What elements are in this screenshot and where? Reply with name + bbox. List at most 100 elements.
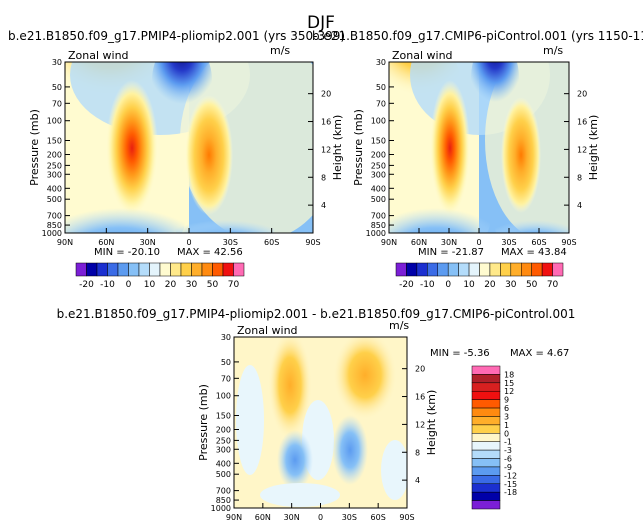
x-tick-label: 0	[318, 513, 323, 522]
y-tick-label: 250	[47, 161, 62, 170]
height-tick-label: 16	[321, 118, 331, 127]
colorbar-label: 10	[463, 280, 475, 290]
colorbar-swatch	[471, 433, 501, 442]
x-tick-label: 0	[476, 238, 481, 247]
colorbar-swatch	[471, 458, 501, 468]
colorbar-label: 50	[207, 280, 219, 290]
y-tick-label: 1000	[211, 504, 231, 513]
y-tick-label: 70	[221, 374, 231, 383]
variable-label: Zonal wind	[237, 324, 298, 337]
max-label: MAX = 42.56	[177, 247, 243, 258]
colorbar-swatch	[471, 483, 501, 493]
min-label: MIN = -21.87	[418, 247, 484, 258]
panel-difference: b.e21.B1850.f09_g17.PMIP4-pliomip2.001 -…	[57, 307, 576, 508]
units-label: m/s	[270, 44, 290, 57]
colorbar-swatch	[471, 475, 501, 485]
y-tick-label: 70	[52, 99, 62, 108]
units-label: m/s	[543, 44, 563, 57]
colorbar-swatch	[406, 262, 418, 277]
y-tick-label: 150	[216, 411, 231, 420]
colorbar-swatch	[222, 262, 234, 277]
colorbar-label: -20	[399, 280, 414, 290]
panel-3-title: b.e21.B1850.f09_g17.PMIP4-pliomip2.001 -…	[57, 307, 576, 321]
colorbar-swatch	[149, 262, 161, 277]
colorbar-swatch	[437, 262, 449, 277]
colorbar-label: 9	[504, 396, 509, 405]
colorbar-swatch	[471, 399, 501, 409]
colorbar-swatch	[541, 262, 553, 277]
height-tick-label: 4	[577, 201, 582, 210]
colorbar-swatch	[138, 262, 150, 277]
colorbar-label: 12	[504, 387, 514, 396]
units-label: m/s	[389, 319, 409, 332]
y-tick-label: 100	[371, 117, 386, 126]
colorbar-label: -12	[504, 471, 517, 480]
colorbar-label: 18	[504, 370, 514, 379]
colorbar-swatch	[471, 500, 501, 510]
colorbar-label: -10	[420, 280, 435, 290]
y-tick-label: 250	[216, 436, 231, 445]
y-tick-label: 50	[221, 358, 231, 367]
x-tick-label: 0	[186, 238, 191, 247]
y-tick-label: 50	[376, 83, 386, 92]
colorbar-label: 30	[505, 280, 517, 290]
y-axis-title: Pressure (mb)	[28, 109, 41, 186]
colorbar-label: -3	[504, 446, 512, 455]
y-tick-label: 1000	[42, 229, 62, 238]
y-tick-label: 70	[376, 99, 386, 108]
x-tick-label: 60N	[98, 238, 114, 247]
colorbar-label: 0	[126, 280, 132, 290]
colorbar-swatch	[159, 262, 171, 277]
colorbar-swatch	[552, 262, 564, 277]
max-label: MAX = 43.84	[501, 247, 567, 258]
y-tick-label: 300	[216, 445, 231, 454]
colorbar-swatch	[489, 262, 501, 277]
colorbar-label: 0	[504, 429, 509, 438]
colorbar-label: -20	[79, 280, 94, 290]
x-tick-label: 90N	[226, 513, 242, 522]
colorbar-label: 50	[526, 280, 538, 290]
colorbar-swatch	[471, 441, 501, 451]
height-tick-label: 8	[577, 173, 582, 182]
colorbar-label: 1	[504, 421, 509, 430]
panel-picontrol: b.e21.B1850.f09_g17.CMIP6-piControl.001 …	[312, 29, 643, 233]
colorbar-swatch	[395, 262, 407, 277]
x-tick-label: 60S	[531, 238, 546, 247]
colorbar-swatch	[468, 262, 480, 277]
y-tick-label: 250	[371, 161, 386, 170]
y-tick-label: 200	[216, 426, 231, 435]
height-tick-label: 16	[577, 118, 587, 127]
y-tick-label: 300	[371, 170, 386, 179]
height-tick-label: 20	[321, 90, 331, 99]
height-tick-label: 20	[577, 90, 587, 99]
y-tick-label: 850	[371, 221, 386, 230]
panel-3-field	[234, 337, 407, 508]
colorbar-swatch	[471, 424, 501, 434]
y-tick-label: 50	[52, 83, 62, 92]
colorbar-swatch	[416, 262, 428, 277]
colorbar-swatch	[471, 374, 501, 384]
panel-1-field	[65, 62, 313, 233]
y-tick-label: 100	[47, 117, 62, 126]
y-tick-label: 850	[216, 496, 231, 505]
x-tick-label: 90S	[399, 513, 414, 522]
colorbar-swatch	[201, 262, 213, 277]
colorbar-label: 30	[186, 280, 198, 290]
colorbar-label: -15	[504, 480, 517, 489]
colorbar-label: 0	[445, 280, 451, 290]
y-tick-label: 400	[47, 184, 62, 193]
panel-2-field	[389, 62, 569, 233]
colorbar-swatch	[500, 262, 512, 277]
x-tick-label: 60N	[255, 513, 271, 522]
height-axis-title: Height (km)	[425, 390, 438, 456]
y-tick-label: 400	[216, 459, 231, 468]
generated-chart-marks: 90N 60N 30N 0 30S 60S 90S305070100150200250300…	[28, 44, 600, 522]
y-tick-label: 1000	[366, 229, 386, 238]
y-tick-label: 500	[371, 195, 386, 204]
colorbar-swatch	[471, 382, 501, 392]
height-axis-title: Height (km)	[587, 115, 600, 181]
y-tick-label: 500	[216, 470, 231, 479]
colorbar-label: 10	[144, 280, 156, 290]
colorbar-swatch	[96, 262, 108, 277]
